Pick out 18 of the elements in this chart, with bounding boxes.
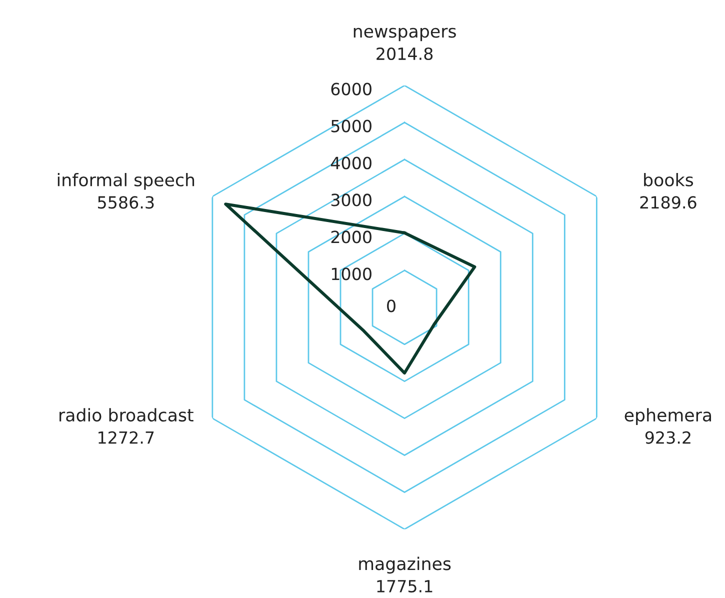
text: 923.2	[645, 431, 690, 444]
text: 2189.6	[640, 196, 696, 209]
spoke-label: books	[644, 172, 694, 186]
spoke-label: ephemera	[624, 408, 712, 425]
text: 2014.8	[376, 47, 433, 60]
spoke-label: magazines	[359, 556, 451, 574]
spoke-label: radio broadcast	[60, 408, 194, 422]
y-tick-label: 0	[387, 300, 396, 312]
y-tick-label: 5000	[331, 120, 372, 132]
y-tick-label: 4000	[330, 156, 372, 170]
y-tick-label: 3000	[331, 194, 372, 206]
spoke-label: informal speech	[58, 172, 194, 190]
y-tick-label: 6000	[331, 82, 372, 96]
y-tick-label: 2000	[331, 230, 372, 244]
text: 5586.3	[98, 196, 154, 209]
text: 1775.1	[377, 580, 432, 592]
spoke-label: newspapers	[354, 28, 456, 42]
text: 1272.7	[98, 431, 154, 444]
